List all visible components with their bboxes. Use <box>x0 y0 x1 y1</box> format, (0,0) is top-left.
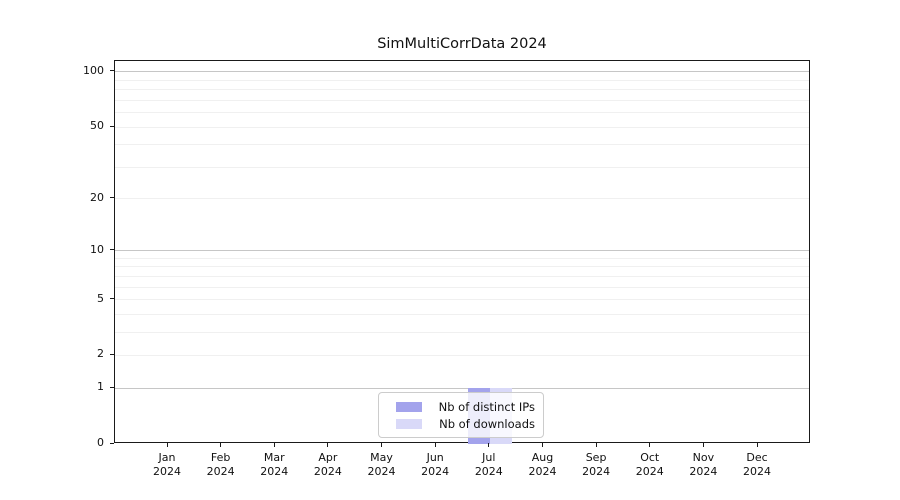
gridline-minor <box>115 99 809 101</box>
x-tick-month: Aug <box>531 451 554 464</box>
x-tick-label: Sep 2024 <box>561 451 631 479</box>
gridline-minor <box>115 299 809 301</box>
x-tick-year: 2024 <box>206 465 235 478</box>
legend: Nb of distinct IPs Nb of downloads <box>378 392 544 438</box>
x-tick-mark <box>166 443 168 447</box>
x-tick-label: Feb 2024 <box>186 451 256 479</box>
legend-label-distinct-ips: Nb of distinct IPs <box>438 399 535 414</box>
x-tick-mark <box>273 443 275 447</box>
x-tick-label: Nov 2024 <box>668 451 738 479</box>
y-tick-label: 50 <box>90 119 104 133</box>
gridline-minor <box>115 144 809 146</box>
gridline-major <box>115 387 809 389</box>
gridline-minor <box>115 331 809 333</box>
y-tick-mark <box>110 386 114 388</box>
gridline-minor <box>115 112 809 114</box>
gridline-major <box>115 71 809 73</box>
x-tick-year: 2024 <box>743 465 771 478</box>
x-tick-year: 2024 <box>421 465 450 478</box>
x-tick-year: 2024 <box>582 465 611 478</box>
x-tick-mark <box>702 443 704 447</box>
x-tick-label: Jun 2024 <box>400 451 470 479</box>
y-tick-mark <box>110 125 114 127</box>
gridline-minor <box>115 286 809 288</box>
x-tick-month: Feb <box>210 451 231 464</box>
legend-entry-distinct-ips: Nb of distinct IPs <box>387 399 535 415</box>
x-tick-mark <box>756 443 758 447</box>
x-tick-year: 2024 <box>474 465 503 478</box>
y-tick-label: 2 <box>97 347 104 361</box>
x-tick-mark <box>327 443 329 447</box>
x-tick-mark <box>541 443 543 447</box>
x-tick-month: Sep <box>585 451 607 464</box>
y-tick-label: 10 <box>90 242 104 256</box>
y-tick-mark <box>110 442 114 444</box>
y-tick-mark <box>110 249 114 251</box>
x-tick-mark <box>434 443 436 447</box>
gridline-major <box>115 250 809 252</box>
x-tick-month: May <box>370 451 393 464</box>
x-tick-mark <box>595 443 597 447</box>
legend-entry-downloads: Nb of downloads <box>387 416 535 432</box>
y-tick-label: 20 <box>90 190 104 204</box>
x-tick-label: Jul 2024 <box>454 451 524 479</box>
gridline-minor <box>115 257 809 259</box>
x-tick-label: Aug 2024 <box>507 451 577 479</box>
legend-label-downloads: Nb of downloads <box>439 416 535 431</box>
gridline-minor <box>115 313 809 315</box>
x-tick-mark <box>488 443 490 447</box>
x-tick-month: Jul <box>482 451 496 464</box>
x-tick-mark <box>220 443 222 447</box>
y-tick-label: 100 <box>83 63 104 77</box>
legend-swatch-downloads <box>396 418 423 429</box>
x-tick-label: Oct 2024 <box>615 451 685 479</box>
x-tick-mark <box>649 443 651 447</box>
x-tick-year: 2024 <box>153 465 181 478</box>
gridline-minor <box>115 275 809 277</box>
plot-area <box>114 60 810 444</box>
x-tick-month: Mar <box>263 451 285 464</box>
y-tick-label: 0 <box>97 436 104 449</box>
x-tick-label: Mar 2024 <box>239 451 309 479</box>
gridline-minor <box>115 126 809 128</box>
gridline-minor <box>115 354 809 356</box>
x-tick-label: Jan 2024 <box>132 451 202 479</box>
y-tick-mark <box>110 298 114 300</box>
legend-swatch-distinct-ips <box>395 401 422 412</box>
y-tick-label: 1 <box>97 380 104 394</box>
x-tick-month: Jan <box>158 451 176 464</box>
x-tick-month: Nov <box>692 451 715 464</box>
x-tick-month: Dec <box>746 451 768 464</box>
x-tick-label: Dec 2024 <box>722 451 792 479</box>
gridline-minor <box>115 89 809 91</box>
gridline-minor <box>115 166 809 168</box>
x-tick-year: 2024 <box>313 465 342 478</box>
x-tick-year: 2024 <box>689 465 718 478</box>
x-tick-label: May 2024 <box>347 451 417 479</box>
chart-title: SimMultiCorrData 2024 <box>377 36 547 52</box>
x-tick-label: Apr 2024 <box>293 451 363 479</box>
x-tick-year: 2024 <box>528 465 557 478</box>
x-tick-year: 2024 <box>260 465 289 478</box>
x-tick-year: 2024 <box>635 465 664 478</box>
x-tick-mark <box>381 443 383 447</box>
y-tick-mark <box>110 70 114 72</box>
gridline-minor <box>115 266 809 268</box>
x-tick-month: Jun <box>426 451 444 464</box>
y-tick-mark <box>110 353 114 355</box>
x-tick-month: Apr <box>318 451 338 464</box>
y-tick-mark <box>110 197 114 199</box>
gridline-minor <box>115 79 809 81</box>
y-tick-label: 5 <box>97 291 104 305</box>
x-tick-year: 2024 <box>367 465 396 478</box>
x-tick-month: Oct <box>640 451 660 464</box>
gridline-minor <box>115 198 809 200</box>
